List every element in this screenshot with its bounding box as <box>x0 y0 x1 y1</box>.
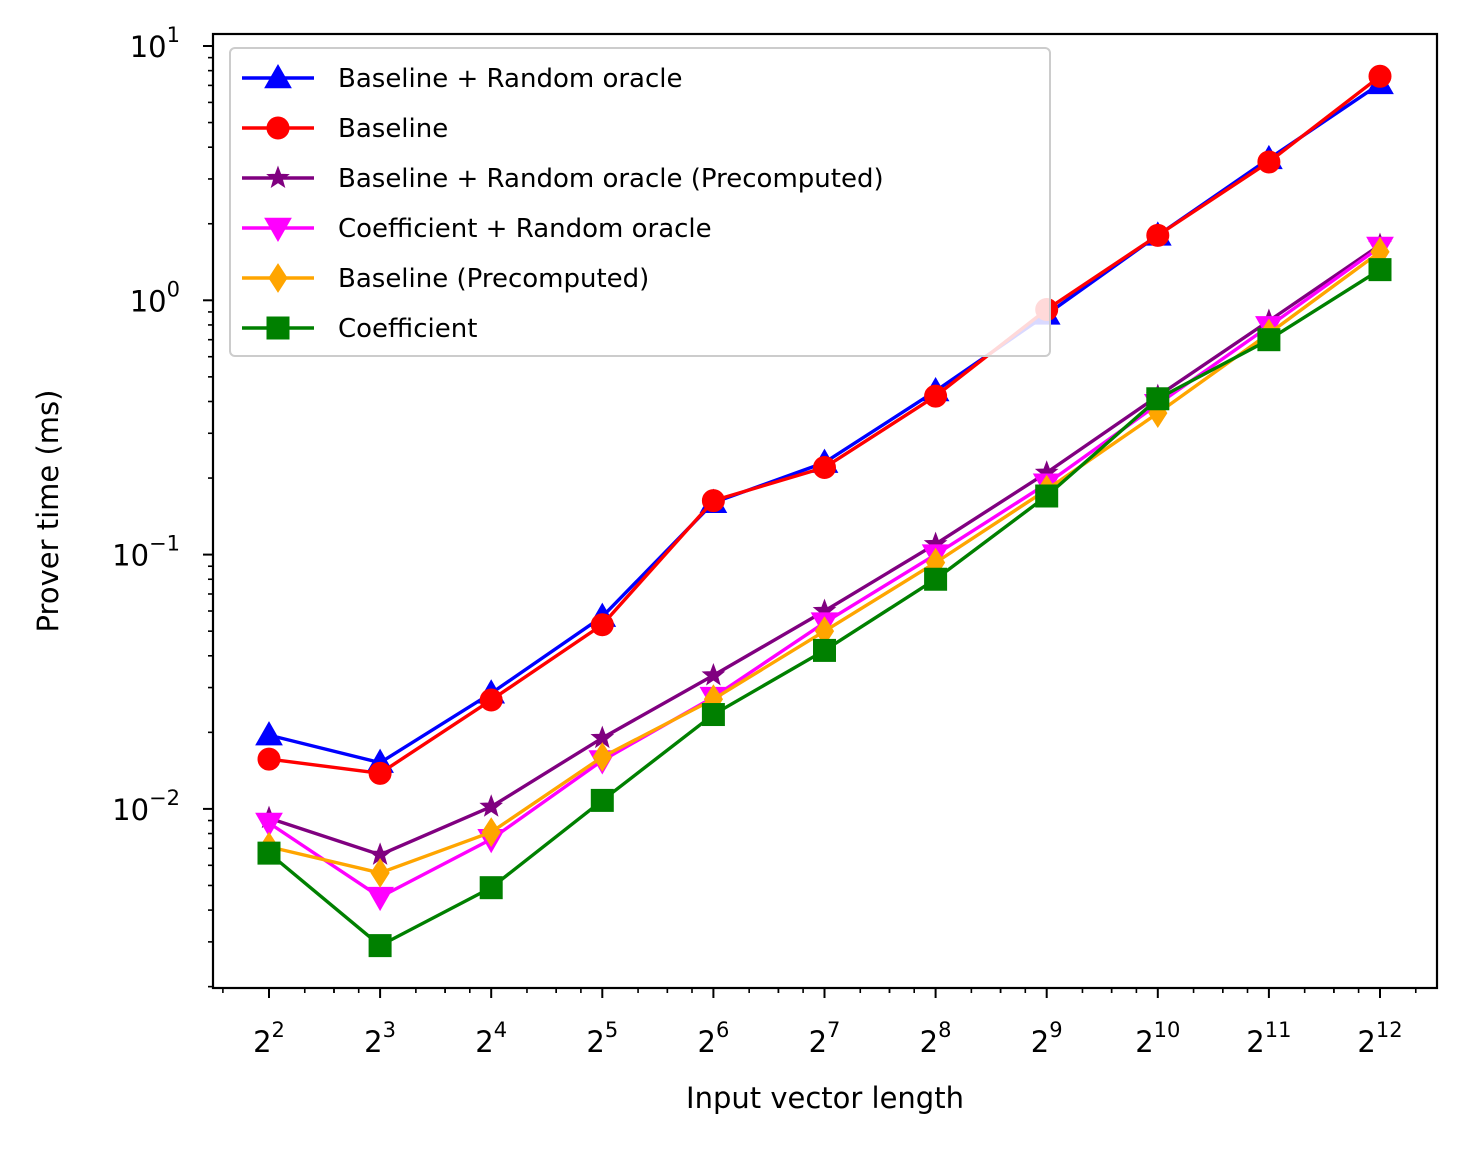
data-point <box>813 638 836 662</box>
series-5 <box>257 258 1392 958</box>
legend-marker <box>264 217 292 243</box>
legend-label: Baseline + Random oracle (Precomputed) <box>338 164 884 194</box>
legend-marker <box>266 165 290 189</box>
legend-item: Baseline <box>242 114 448 144</box>
data-point <box>701 703 725 727</box>
legend-marker <box>268 263 288 293</box>
legend-marker <box>266 316 290 340</box>
legend-item: Baseline (Precomputed) <box>242 263 649 294</box>
legend-item: Coefficient + Random oracle <box>242 214 712 244</box>
data-point <box>1146 223 1170 247</box>
data-point <box>481 817 501 848</box>
data-point <box>813 456 836 480</box>
legend-marker <box>264 63 292 89</box>
x-tick-label: 22 <box>253 1018 285 1059</box>
y-tick-label: 100 <box>130 277 180 318</box>
data-point <box>924 567 948 591</box>
data-point <box>257 747 281 771</box>
x-tick-label: 212 <box>1357 1018 1402 1059</box>
data-point <box>255 721 283 746</box>
data-point <box>924 384 948 408</box>
data-point <box>592 742 612 772</box>
legend-item: Baseline + Random oracle <box>242 63 683 94</box>
data-point <box>701 489 725 513</box>
y-tick-label: 101 <box>130 23 180 64</box>
x-tick-label: 26 <box>697 1018 729 1059</box>
legend-item: Baseline + Random oracle (Precomputed) <box>242 164 884 194</box>
legend-label: Baseline + Random oracle <box>338 64 683 94</box>
plot-area <box>255 64 1394 958</box>
data-point <box>479 688 503 712</box>
data-point <box>1146 387 1170 411</box>
data-point <box>1257 150 1281 174</box>
data-point <box>366 886 394 912</box>
data-point <box>1368 258 1392 282</box>
legend: Baseline + Random oracle Baseline Baseline… <box>229 47 1051 357</box>
data-point <box>479 794 504 817</box>
x-tick-label: 25 <box>586 1018 618 1059</box>
data-point <box>1035 484 1059 508</box>
x-tick-label: 29 <box>1031 1018 1063 1059</box>
x-axis: 22 23 24 25 26 27 28 29 210 211 212 <box>222 988 1417 1059</box>
y-tick-label: 10−2 <box>112 786 180 827</box>
data-point <box>1368 64 1392 88</box>
data-point <box>257 841 281 865</box>
y-axis-label: Prover time (ms) <box>31 390 65 633</box>
legend-label: Baseline <box>338 114 448 144</box>
legend-box <box>229 47 1051 357</box>
y-axis: 101 100 10−1 10−2 <box>112 23 213 988</box>
data-point <box>590 613 614 637</box>
legend-label: Coefficient + Random oracle <box>338 214 712 244</box>
series-1 <box>257 64 1392 785</box>
data-point <box>479 876 503 900</box>
legend-marker <box>266 116 290 140</box>
legend-label: Coefficient <box>338 314 477 344</box>
data-point <box>1257 328 1281 352</box>
data-point <box>255 812 283 838</box>
x-tick-label: 24 <box>475 1018 507 1059</box>
legend-label: Baseline (Precomputed) <box>338 264 649 294</box>
x-tick-label: 23 <box>364 1018 396 1059</box>
x-tick-label: 27 <box>809 1018 841 1059</box>
data-point <box>701 662 726 686</box>
data-point <box>368 761 392 785</box>
y-tick-label: 10−1 <box>112 532 180 573</box>
data-point <box>590 788 614 812</box>
legend-item: Coefficient <box>242 314 477 344</box>
x-tick-label: 28 <box>920 1018 952 1059</box>
x-tick-label: 211 <box>1246 1018 1291 1059</box>
data-point <box>370 858 390 888</box>
x-tick-label: 210 <box>1135 1018 1180 1059</box>
data-point <box>368 934 392 958</box>
x-axis-label: Input vector length <box>686 1081 964 1115</box>
